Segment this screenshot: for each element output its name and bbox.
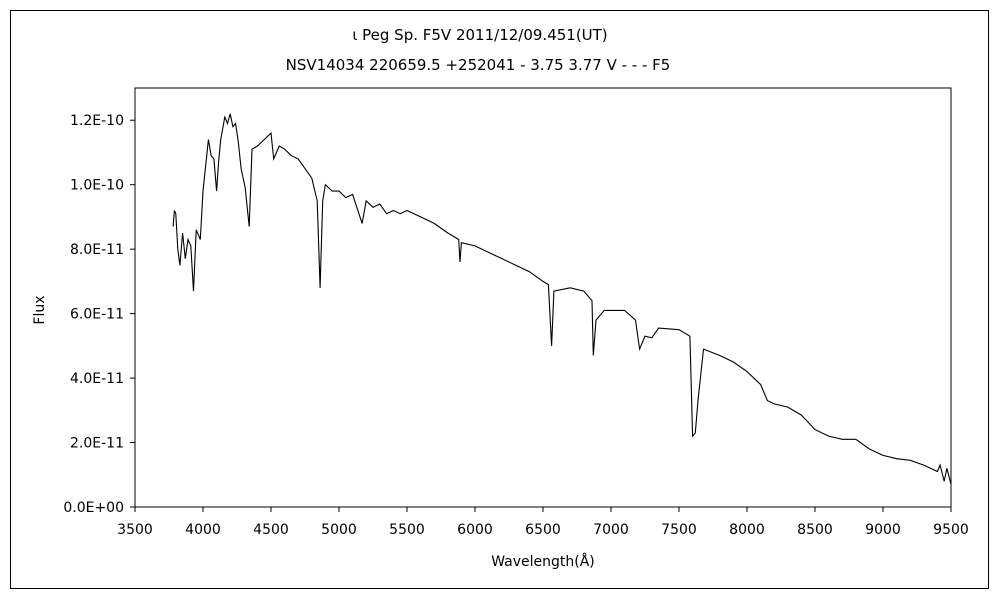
y-axis-label: Flux bbox=[32, 295, 48, 324]
x-tick-label: 5000 bbox=[321, 522, 357, 538]
chart-title: ι Peg Sp. F5V 2011/12/09.451(UT) bbox=[352, 26, 607, 44]
y-tick-label: 2.0E-11 bbox=[70, 436, 124, 452]
x-tick-label: 9000 bbox=[865, 522, 901, 538]
x-tick-label: 7500 bbox=[661, 522, 697, 538]
x-tick-label: 6500 bbox=[525, 522, 561, 538]
x-tick-label: 4000 bbox=[185, 522, 221, 538]
y-axis: 0.0E+00 2.0E-11 4.0E-11 6.0E-11 8.0E-11 1.0E-… bbox=[63, 113, 135, 516]
y-tick-label: 6.0E-11 bbox=[70, 307, 124, 323]
chart-frame bbox=[10, 10, 989, 589]
y-tick-label: 8.0E-11 bbox=[70, 242, 124, 258]
x-tick-label: 4500 bbox=[253, 522, 289, 538]
x-tick-label: 8000 bbox=[729, 522, 765, 538]
x-axis-label: Wavelength(Å) bbox=[491, 553, 595, 570]
spectrum-line bbox=[172, 113, 952, 485]
plot-area bbox=[134, 87, 952, 508]
x-tick-label: 9500 bbox=[933, 522, 969, 538]
y-tick-label: 4.0E-11 bbox=[70, 371, 124, 387]
y-tick-label: 0.0E+00 bbox=[63, 500, 124, 516]
x-tick-label: 6000 bbox=[457, 522, 493, 538]
x-tick-label: 5500 bbox=[389, 522, 425, 538]
x-axis: 3500 4000 4500 5000 5500 6000 6500 7000 7500 8000… bbox=[117, 507, 969, 538]
x-tick-label: 7000 bbox=[593, 522, 629, 538]
y-tick-label: 1.2E-10 bbox=[70, 113, 124, 129]
y-tick-label: 1.0E-10 bbox=[70, 178, 124, 194]
x-tick-label: 3500 bbox=[117, 522, 153, 538]
x-tick-label: 8500 bbox=[797, 522, 833, 538]
chart-subtitle: NSV14034 220659.5 +252041 - 3.75 3.77 V … bbox=[286, 56, 671, 74]
